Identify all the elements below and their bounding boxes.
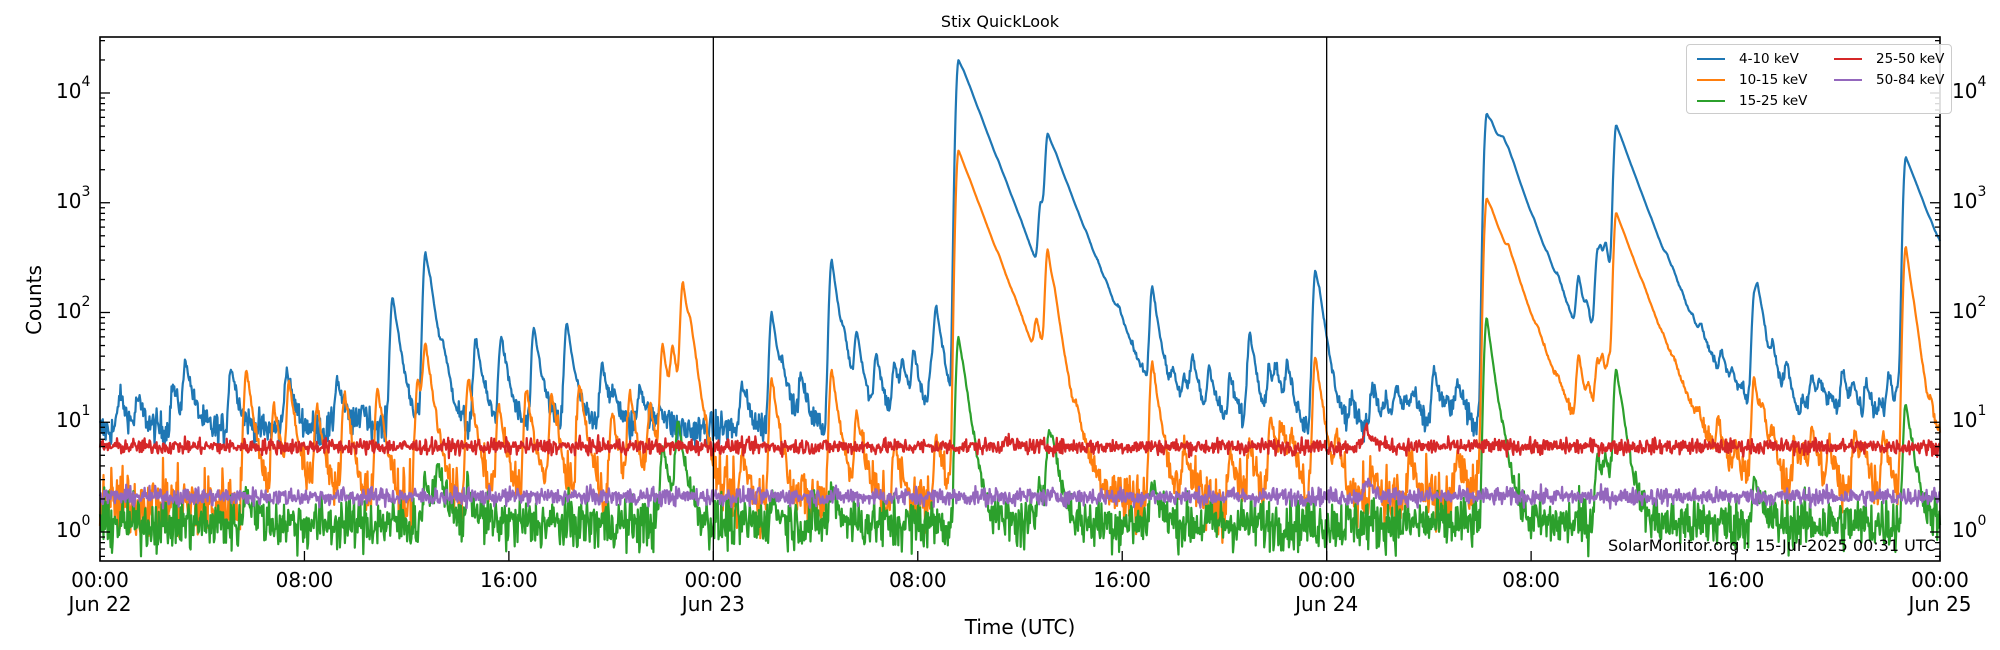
legend-label: 25-50 keV (1876, 51, 1945, 67)
y-tick-label: 101 (1952, 403, 1987, 433)
watermark-text: SolarMonitor.org : 15-Jul-2025 00:31 UTC (1608, 536, 1936, 555)
y-tick-label: 104 (56, 74, 91, 103)
legend-swatch (1697, 79, 1725, 81)
y-tick-label: 101 (56, 403, 91, 433)
y-axis-label: Counts (22, 265, 46, 335)
x-tick-label: 08:00 (1502, 568, 1560, 592)
legend-label: 50-84 keV (1876, 72, 1945, 88)
series-line-50-84-keV (98, 477, 1941, 510)
y-tick-label: 100 (1952, 513, 1987, 542)
legend-item-4-10: 4-10 keV (1697, 51, 1799, 67)
legend-item-15-25: 15-25 keV (1697, 93, 1807, 109)
x-tick-label: 00:00 Jun 23 (681, 568, 745, 616)
legend-item-25-50: 25-50 keV (1834, 51, 1944, 67)
x-tick-label: 16:00 (1706, 568, 1765, 592)
series-line-15-25-keV (98, 317, 1942, 558)
y-tick-label: 100 (56, 513, 91, 542)
series-line-4-10-keV (98, 59, 1942, 452)
legend-swatch (1834, 58, 1862, 60)
legend-swatch (1697, 100, 1725, 102)
axes-frame (99, 36, 1941, 562)
x-tick-label: 00:00 Jun 24 (1295, 568, 1359, 616)
legend-swatch (1697, 58, 1725, 60)
legend: 4-10 keV 10-15 keV 15-25 keV 25-50 keV 5… (1686, 44, 1952, 114)
legend-label: 10-15 keV (1739, 72, 1808, 88)
legend-label: 4-10 keV (1739, 51, 1799, 67)
x-tick-label: 08:00 (888, 568, 947, 592)
x-tick-label: 16:00 (480, 568, 538, 592)
x-axis-label: Time (UTC) (964, 615, 1076, 639)
y-tick-label: 103 (56, 183, 91, 213)
series-line-10-15-keV (98, 149, 1942, 544)
x-tick-label: 00:00 Jun 22 (68, 568, 132, 616)
series-line-25-50-keV (98, 422, 1941, 460)
y-tick-label: 103 (1952, 183, 1987, 213)
chart-title: Stix QuickLook (940, 12, 1060, 31)
legend-swatch (1834, 79, 1862, 81)
x-tick-label: 00:00 Jun 25 (1908, 568, 1972, 616)
legend-item-50-84: 50-84 keV (1834, 72, 1944, 88)
x-tick-label: 16:00 (1093, 568, 1152, 592)
legend-item-10-15: 10-15 keV (1697, 72, 1807, 88)
legend-label: 15-25 keV (1739, 93, 1808, 109)
y-tick-label: 102 (1952, 293, 1987, 323)
y-tick-label: 102 (56, 293, 91, 323)
y-tick-label: 104 (1952, 74, 1987, 103)
x-tick-label: 08:00 (275, 568, 334, 592)
